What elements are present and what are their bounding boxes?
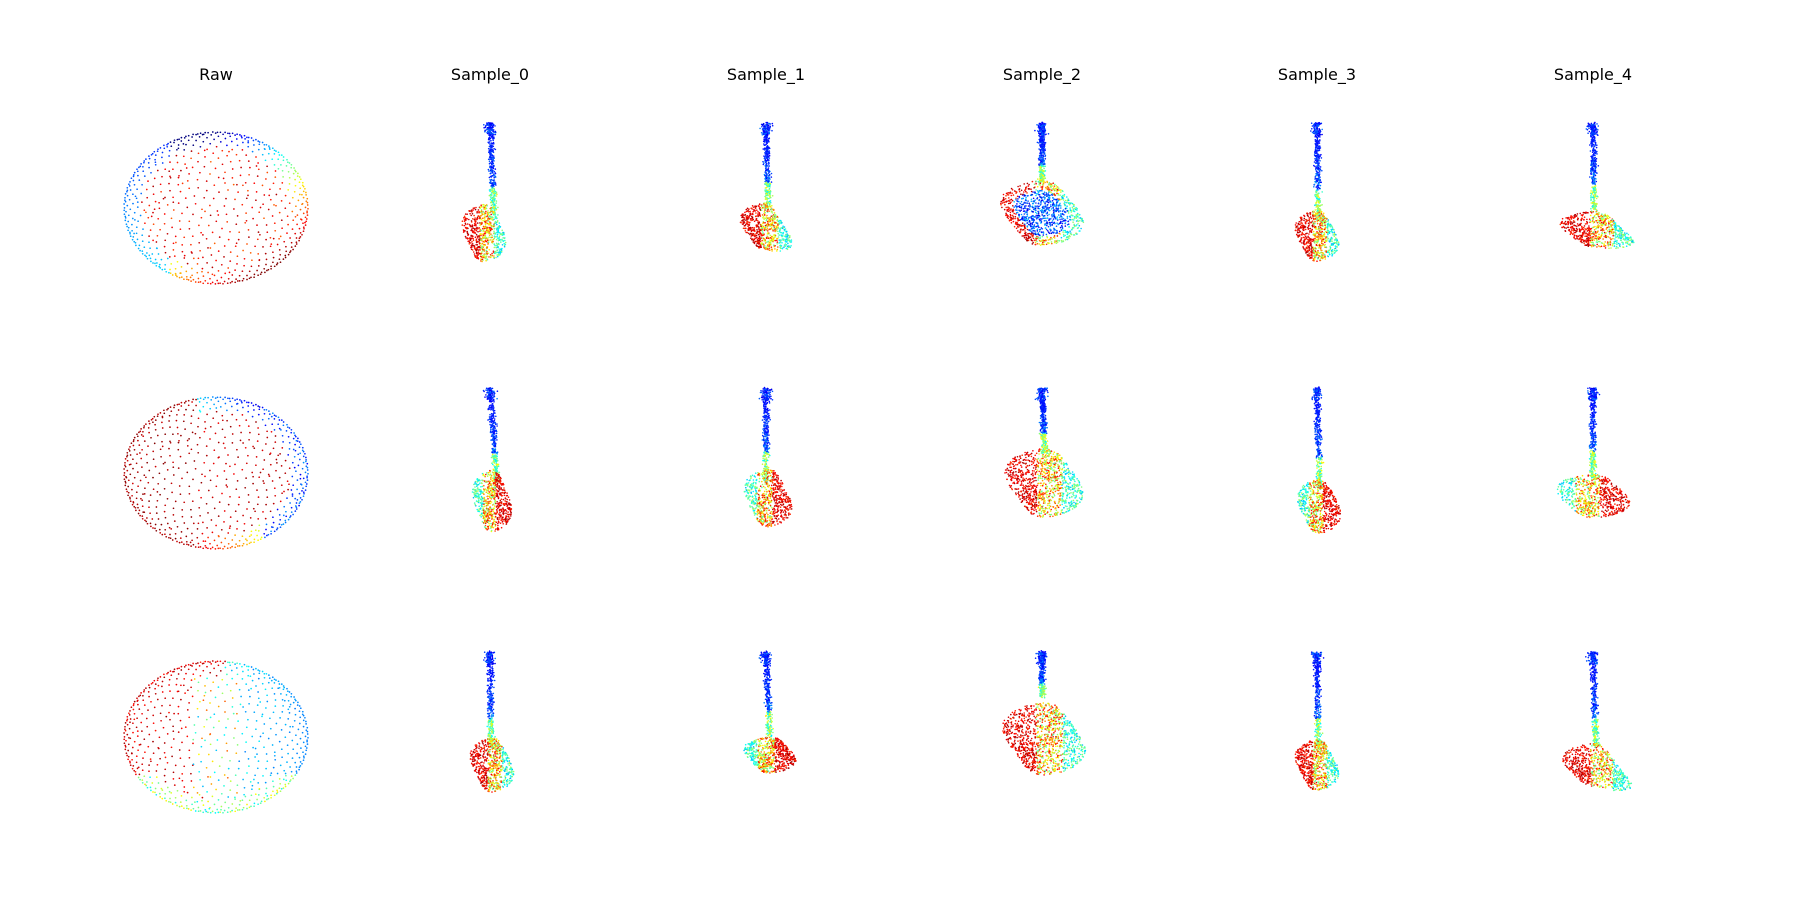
sphere-cloud-row-1 bbox=[123, 396, 309, 550]
guitar-cloud-sample-4-row-1 bbox=[1556, 387, 1631, 519]
sphere-cloud-row-2 bbox=[123, 660, 309, 814]
guitar-cloud-sample-2-row-0 bbox=[1000, 121, 1085, 246]
guitar-cloud-sample-0-row-2 bbox=[469, 650, 515, 793]
guitar-cloud-sample-4-row-2 bbox=[1562, 650, 1633, 792]
guitar-cloud-sample-3-row-0 bbox=[1294, 121, 1340, 262]
column-title-sample-3: Sample_3 bbox=[1217, 65, 1417, 84]
column-title-raw: Raw bbox=[116, 65, 316, 84]
guitar-cloud-sample-0-row-1 bbox=[471, 387, 513, 533]
guitar-cloud-sample-0-row-0 bbox=[461, 121, 507, 263]
guitar-cloud-sample-2-row-1 bbox=[1004, 387, 1084, 518]
column-title-sample-0: Sample_0 bbox=[390, 65, 590, 84]
column-title-sample-4: Sample_4 bbox=[1493, 65, 1693, 84]
guitar-cloud-sample-1-row-0 bbox=[739, 121, 793, 252]
guitar-cloud-sample-2-row-2 bbox=[1002, 650, 1087, 776]
sphere-cloud-row-0 bbox=[123, 131, 309, 285]
column-title-sample-1: Sample_1 bbox=[666, 65, 866, 84]
guitar-cloud-sample-3-row-1 bbox=[1297, 386, 1341, 534]
column-title-sample-2: Sample_2 bbox=[942, 65, 1142, 84]
guitar-cloud-sample-1-row-2 bbox=[743, 650, 797, 774]
guitar-cloud-sample-1-row-1 bbox=[743, 386, 793, 528]
guitar-cloud-sample-4-row-0 bbox=[1559, 121, 1635, 250]
guitar-cloud-sample-3-row-2 bbox=[1294, 651, 1340, 791]
